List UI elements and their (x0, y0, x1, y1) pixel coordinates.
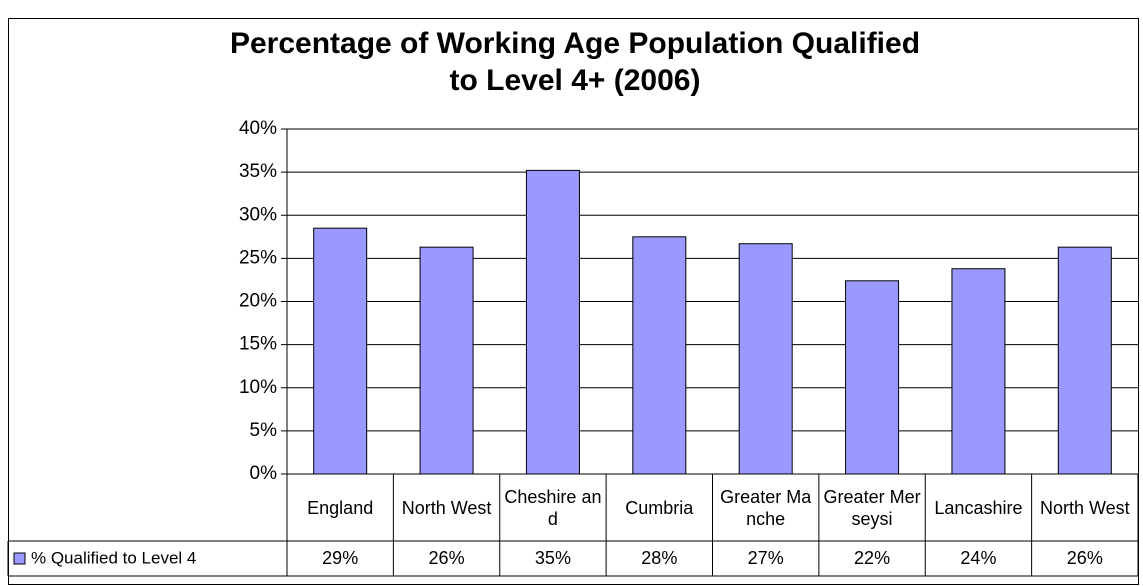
x-tick-label: Greater Manche (720, 486, 812, 529)
x-tick-label-box: North West (1039, 497, 1130, 518)
x-tick-label: England (307, 497, 374, 518)
legend-label: % Qualified to Level 4 (31, 548, 196, 567)
bar (951, 268, 1006, 475)
chart-title: to Level 4+ (2006) (450, 64, 701, 97)
x-tick-label: Cheshire and (504, 486, 602, 529)
x-tick-label: Greater Merseysi (823, 486, 921, 529)
bar (845, 280, 900, 475)
bar (1057, 246, 1112, 475)
value-label: 27% (748, 548, 784, 568)
y-tick-label: 10% (239, 377, 277, 398)
x-tick-label: North West (1039, 497, 1130, 518)
y-tick-label: 40% (239, 118, 277, 139)
y-tick-label: 30% (239, 204, 277, 225)
x-tick-label-box: Greater Merseysi (823, 486, 921, 529)
y-tick-label: 5% (250, 420, 278, 441)
x-tick-label: Cumbria (625, 497, 694, 518)
bar (632, 236, 687, 475)
x-tick-label-box: North West (401, 497, 492, 518)
x-tick-label-box: England (307, 497, 374, 518)
x-tick-label-box: Cumbria (625, 497, 694, 518)
value-label: 28% (641, 548, 677, 568)
bar (313, 227, 368, 475)
value-label: 26% (429, 548, 465, 568)
value-label: 35% (535, 548, 571, 568)
x-tick-label: North West (401, 497, 492, 518)
value-label: 26% (1067, 548, 1103, 568)
x-tick-label-box: Cheshire and (504, 486, 602, 529)
y-tick-label: 20% (239, 291, 277, 312)
x-tick-label: Lancashire (934, 497, 1023, 518)
legend-key (13, 552, 26, 565)
y-tick-label: 35% (239, 161, 277, 182)
x-tick-label-box: Lancashire (934, 497, 1023, 518)
bar (738, 243, 793, 475)
y-tick-label: 0% (250, 463, 278, 484)
value-label: 29% (322, 548, 358, 568)
y-tick-label: 25% (239, 247, 277, 268)
value-label: 22% (854, 548, 890, 568)
chart-title: Percentage of Working Age Population Qua… (230, 27, 920, 60)
bar (419, 246, 474, 475)
y-tick-label: 15% (239, 334, 277, 355)
bar (525, 169, 580, 475)
value-label: 24% (960, 548, 996, 568)
x-tick-label-box: Greater Manche (720, 486, 812, 529)
